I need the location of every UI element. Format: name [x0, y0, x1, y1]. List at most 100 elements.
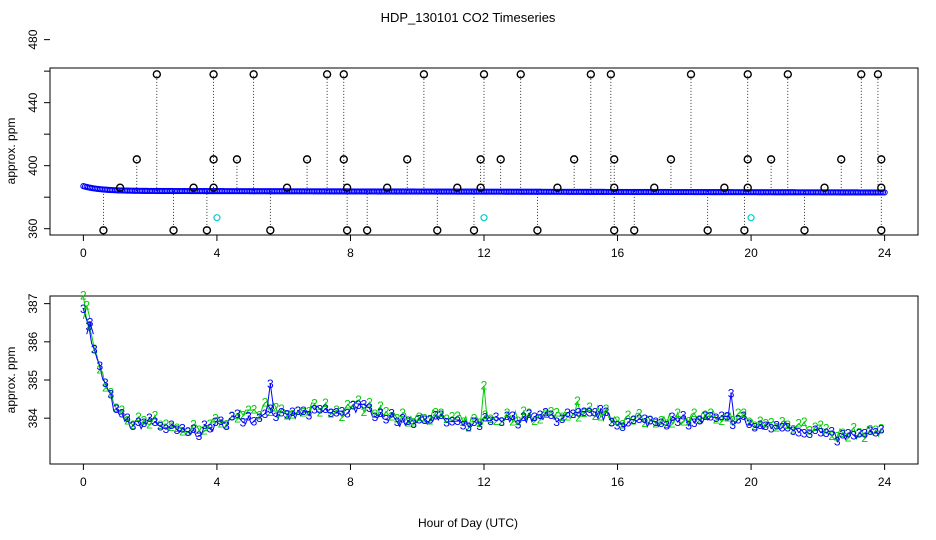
marker-label: 3 — [108, 388, 115, 402]
spike-point — [342, 183, 352, 192]
alt-point — [747, 214, 755, 222]
marker-label: 2 — [801, 415, 808, 429]
marker-label: 2 — [850, 421, 857, 435]
y-tick-label: 400 — [26, 155, 40, 175]
marker-label: 3 — [432, 409, 439, 423]
marker-label: 2 — [146, 418, 153, 432]
spike-point — [800, 226, 809, 235]
spike-point — [877, 226, 886, 235]
marker-label: 2 — [405, 416, 412, 430]
marker-label: 2 — [520, 404, 527, 418]
x-tick-label: 8 — [347, 475, 354, 489]
marker-label: 3 — [168, 418, 175, 432]
marker-label: 3 — [240, 415, 247, 429]
marker-label: 2 — [658, 413, 665, 427]
spike-point — [476, 183, 485, 192]
outlier-line — [269, 383, 275, 410]
marker-label: 2 — [619, 418, 626, 432]
marker-label: 3 — [476, 419, 483, 433]
spike-point — [820, 183, 829, 192]
marker-label: 3 — [333, 406, 340, 420]
x-tick-label: 20 — [744, 246, 758, 260]
marker-label: 2 — [762, 416, 769, 430]
x-tick-label: 0 — [80, 246, 87, 260]
marker-label: 2 — [97, 362, 104, 376]
marker-label: 2 — [526, 406, 533, 420]
spike-point — [282, 183, 292, 192]
marker-label: 2 — [234, 411, 241, 425]
spike-point — [479, 70, 489, 79]
marker-label: 3 — [465, 420, 472, 434]
marker-label: 2 — [157, 418, 164, 432]
marker-label: 3 — [834, 434, 841, 448]
marker-label: 3 — [80, 302, 87, 316]
marker-label: 3 — [146, 411, 153, 425]
x-tick-label: 4 — [214, 475, 221, 489]
marker-label: 2 — [317, 405, 324, 419]
marker-label: 2 — [735, 406, 742, 420]
marker-label: 2 — [746, 415, 753, 429]
marker-label: 2 — [416, 410, 423, 424]
marker-label: 2 — [592, 409, 599, 423]
marker-label: 3 — [295, 404, 302, 418]
x-tick-label: 16 — [611, 246, 625, 260]
marker-label: 2 — [707, 406, 714, 420]
marker-label: 2 — [212, 411, 219, 425]
marker-label: 3 — [762, 419, 769, 433]
spike-point — [743, 155, 752, 164]
marker-label: 2 — [130, 418, 137, 432]
spike-point — [209, 155, 218, 164]
marker-label: 2 — [696, 413, 703, 427]
marker-label: 3 — [872, 425, 879, 439]
marker-label: 2 — [597, 410, 604, 424]
y-tick-label: 480 — [26, 29, 40, 49]
marker-label: 3 — [647, 413, 654, 427]
marker-label: 2 — [361, 405, 368, 419]
marker-label: 2 — [289, 407, 296, 421]
marker-label: 2 — [273, 401, 280, 415]
marker-label: 2 — [201, 423, 208, 437]
marker-label: 3 — [718, 409, 725, 423]
marker-label: 3 — [564, 406, 571, 420]
marker-label: 3 — [201, 418, 208, 432]
marker-label: 3 — [641, 412, 648, 426]
marker-label: 3 — [300, 404, 307, 418]
marker-label: 3 — [223, 419, 230, 433]
marker-label: 3 — [559, 412, 566, 426]
spike-point — [189, 183, 198, 192]
chart-title: HDP_130101 CO2 Timeseries — [381, 10, 556, 25]
spike-point — [209, 183, 218, 192]
spike-point — [610, 226, 619, 235]
marker-label: 2 — [652, 416, 659, 430]
outlier-line — [266, 383, 271, 410]
marker-label: 3 — [91, 343, 98, 357]
marker-label: 2 — [867, 423, 874, 437]
series-lines-bottom — [82, 295, 882, 444]
marker-label: 2 — [278, 402, 285, 416]
marker-label: 2 — [823, 421, 830, 435]
marker-label: 2 — [102, 380, 109, 394]
marker-label: 3 — [548, 408, 555, 422]
spike-point — [339, 70, 348, 79]
marker-label: 3 — [498, 415, 505, 429]
marker-label: 3 — [713, 411, 720, 425]
outlier-line — [576, 400, 582, 416]
marker-label: 3 — [383, 413, 390, 427]
marker-label: 2 — [372, 407, 379, 421]
marker-label: 3 — [190, 422, 197, 436]
marker-label: 3 — [377, 406, 384, 420]
x-axis-label-bottom: Hour of Day (UTC) — [418, 516, 518, 530]
spike-point — [516, 70, 525, 79]
marker-label: 2 — [168, 420, 175, 434]
marker-label: 2 — [608, 415, 615, 429]
marker-label: 2 — [311, 397, 318, 411]
marker-label: 2 — [119, 403, 126, 417]
marker-label: 3 — [570, 407, 577, 421]
x-tick-label: 8 — [347, 246, 354, 260]
marker-label: 2 — [570, 407, 577, 421]
marker-label: 2 — [256, 409, 263, 423]
marker-label: 2 — [751, 419, 758, 433]
marker-label: 3 — [229, 409, 236, 423]
marker-label: 2 — [229, 409, 236, 423]
marker-label: 3 — [350, 399, 357, 413]
